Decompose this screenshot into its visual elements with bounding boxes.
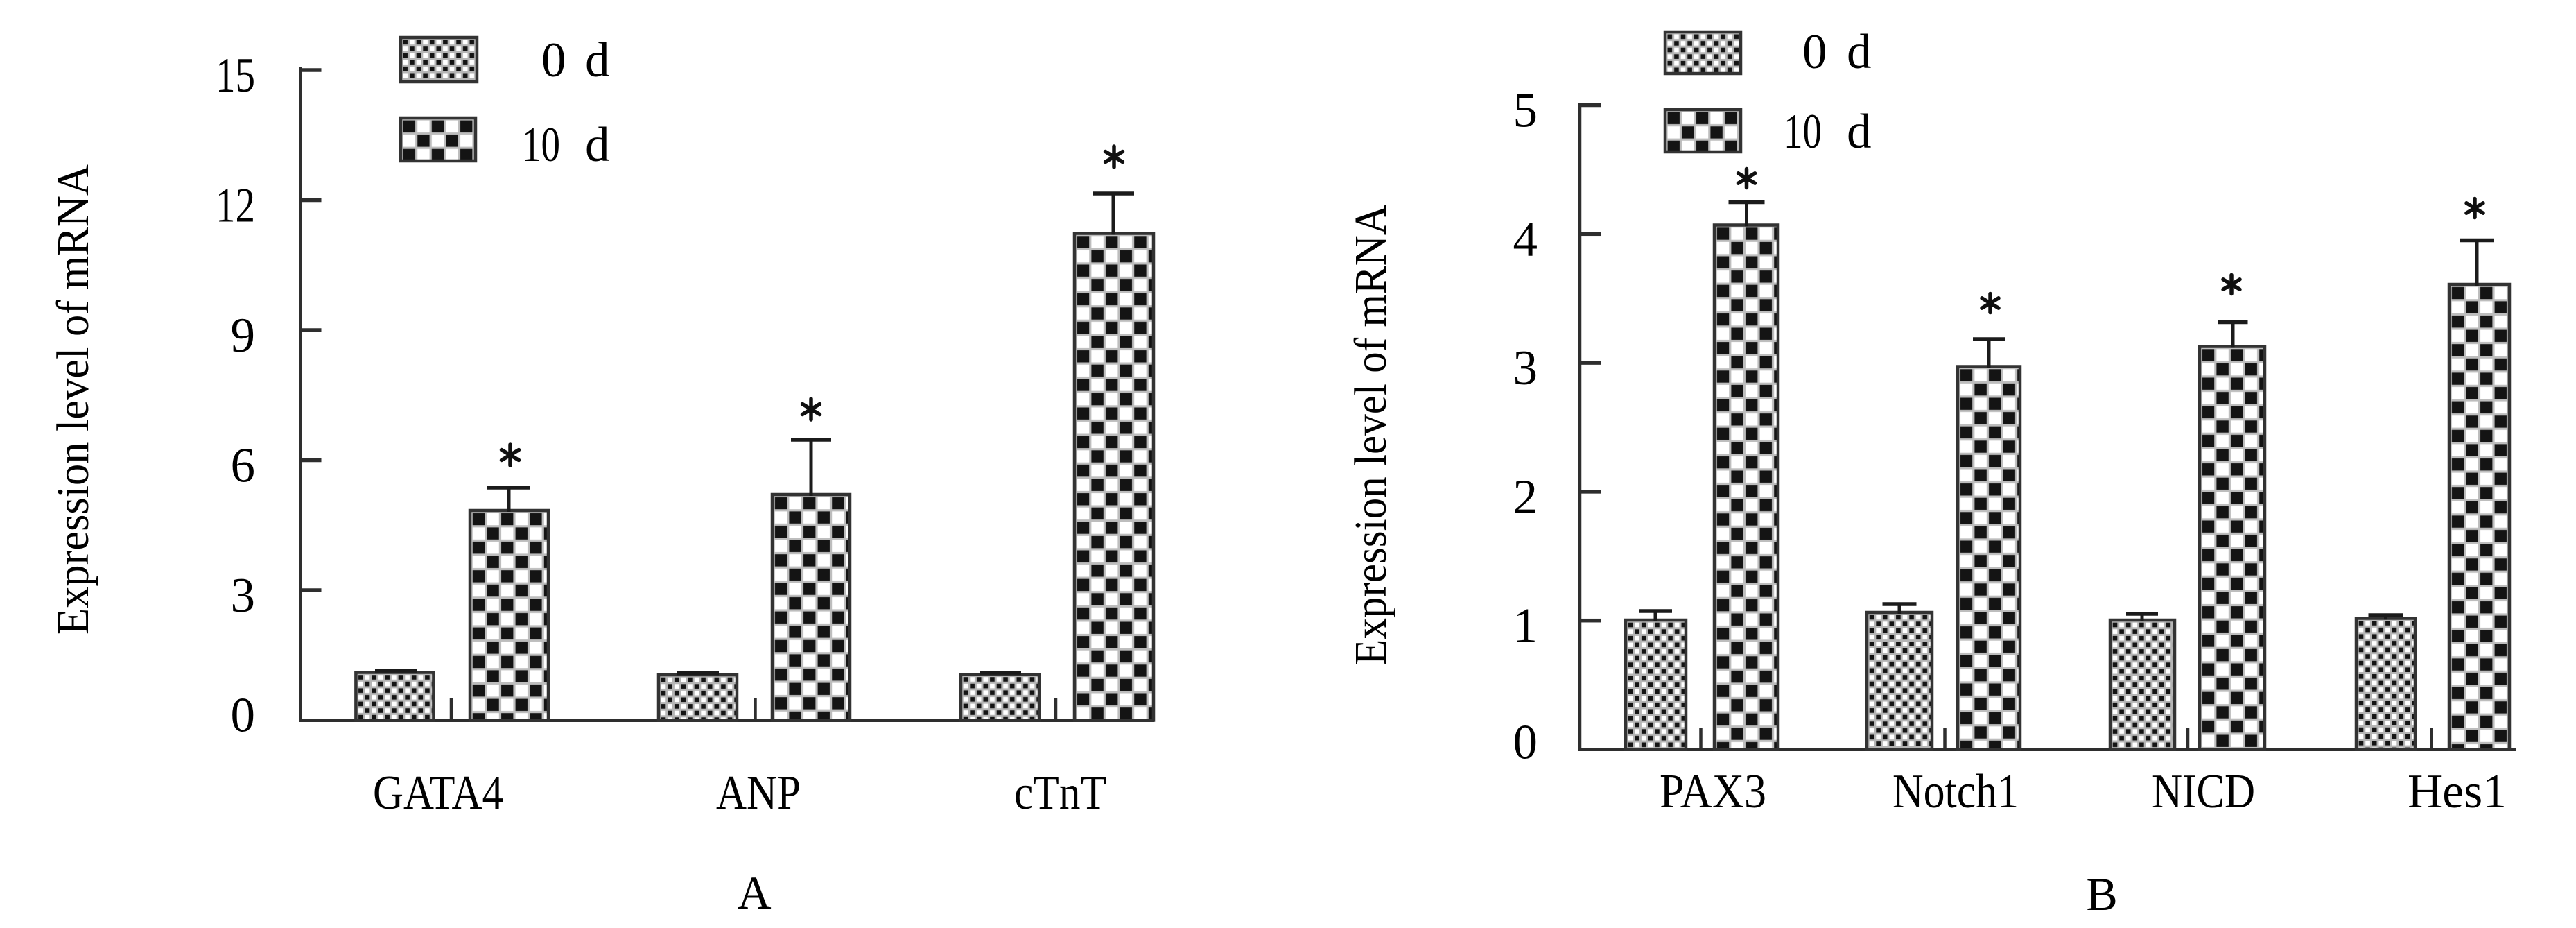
svg-text:Hes1: Hes1 [2408,765,2507,818]
svg-text:10: 10 [522,118,560,172]
svg-text:ANP: ANP [716,766,801,820]
svg-text:15: 15 [216,49,255,103]
svg-text:NICD: NICD [2152,765,2255,818]
svg-text:6: 6 [231,439,256,493]
svg-text:9: 9 [231,309,256,363]
svg-text:0: 0 [1802,25,1827,79]
svg-text:3: 3 [231,569,256,623]
svg-text:0: 0 [231,689,256,743]
svg-text:A: A [737,866,771,919]
svg-text:4: 4 [1513,212,1538,266]
svg-text:3: 3 [1513,341,1538,395]
svg-text:cTnT: cTnT [1014,766,1106,820]
svg-text:5: 5 [1513,84,1538,138]
svg-text:Notch1: Notch1 [1892,765,2019,818]
svg-text:Expression level of mRNA: Expression level of mRNA [1346,205,1396,665]
svg-text:d: d [1847,105,1872,159]
svg-text:2: 2 [1513,470,1538,524]
svg-text:GATA4: GATA4 [373,766,503,820]
svg-text:PAX3: PAX3 [1660,765,1766,818]
svg-text:d: d [585,33,610,87]
svg-text:Expression level of mRNA: Expression level of mRNA [48,164,98,635]
svg-text:B: B [2086,868,2117,920]
svg-text:0: 0 [1513,716,1538,770]
svg-text:d: d [585,118,610,172]
svg-text:d: d [1847,25,1872,79]
svg-text:12: 12 [216,179,255,233]
svg-text:10: 10 [1784,105,1822,159]
svg-text:1: 1 [1513,599,1538,653]
svg-text:0: 0 [541,33,566,87]
